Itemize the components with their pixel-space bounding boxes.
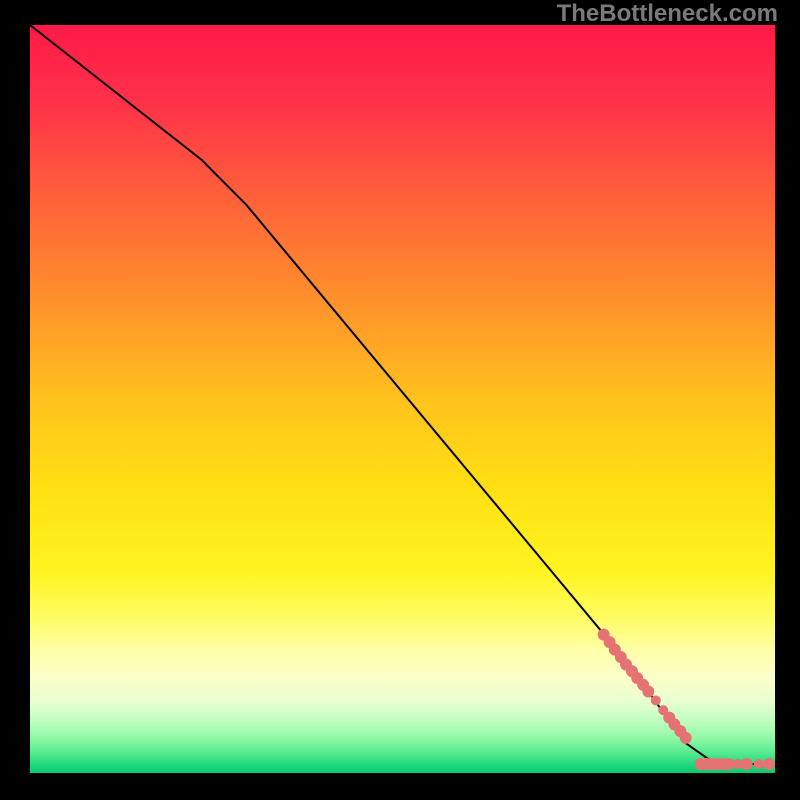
chart-svg: [30, 25, 775, 773]
plot-area: [30, 25, 775, 773]
chart-line: [30, 25, 775, 764]
chart-marker: [680, 732, 692, 744]
chart-marker: [642, 685, 654, 697]
chart-frame: TheBottleneck.com: [0, 0, 800, 800]
chart-marker: [741, 758, 753, 770]
watermark-text: TheBottleneck.com: [557, 0, 778, 28]
chart-marker: [651, 695, 661, 705]
chart-marker: [754, 759, 764, 769]
chart-marker: [763, 758, 775, 770]
